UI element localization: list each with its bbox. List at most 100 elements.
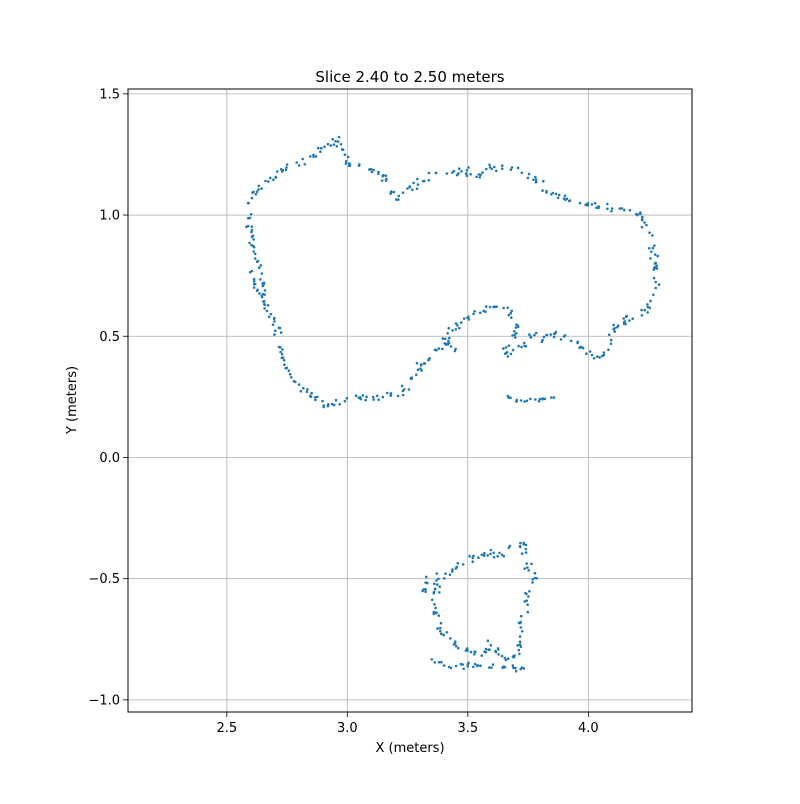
- scatter-point: [493, 165, 496, 169]
- scatter-point: [443, 342, 447, 345]
- scatter-point: [250, 225, 254, 228]
- scatter-point: [465, 174, 469, 178]
- scatter-point: [612, 328, 615, 331]
- scatter-point: [323, 145, 326, 149]
- scatter-point: [423, 179, 426, 183]
- scatter-point: [509, 168, 513, 171]
- scatter-point: [518, 635, 522, 638]
- scatter-point: [590, 353, 594, 357]
- scatter-point: [435, 611, 438, 614]
- scatter-point: [517, 648, 521, 652]
- scatter-point: [516, 325, 520, 329]
- scatter-point: [301, 157, 305, 161]
- scatter-point: [519, 645, 523, 649]
- scatter-point: [484, 647, 488, 651]
- scatter-point: [507, 546, 511, 549]
- scatter-point: [482, 554, 486, 557]
- scatter-point: [525, 599, 528, 602]
- scatter-point: [478, 176, 482, 179]
- scatter-point: [252, 238, 255, 241]
- scatter-point: [653, 253, 657, 256]
- scatter-point: [515, 400, 518, 403]
- scatter-point: [537, 399, 541, 403]
- scatter-point: [524, 543, 528, 547]
- scatter-point: [654, 280, 657, 284]
- scatter-point: [252, 280, 256, 283]
- scatter-point: [326, 142, 330, 146]
- scatter-point: [443, 337, 447, 341]
- scatter-point: [248, 241, 251, 245]
- scatter-point: [319, 150, 322, 153]
- scatter-point: [514, 336, 517, 339]
- y-tick-label: 1.0: [99, 209, 120, 224]
- scatter-point: [412, 181, 415, 185]
- scatter-point: [303, 163, 307, 166]
- scatter-point: [462, 667, 466, 671]
- scatter-point: [469, 650, 473, 654]
- scatter-point: [522, 541, 525, 545]
- scatter-point: [359, 397, 363, 401]
- scatter-point: [495, 169, 498, 173]
- scatter-point: [396, 394, 400, 398]
- scatter-point: [648, 231, 651, 234]
- scatter-point: [432, 592, 436, 595]
- scatter-point: [554, 330, 558, 334]
- scatter-point: [528, 333, 531, 336]
- scatter-point: [246, 201, 250, 205]
- scatter-point: [261, 284, 265, 288]
- scatter-point: [392, 190, 396, 194]
- scatter-point: [264, 179, 267, 183]
- y-axis-label: Y (meters): [65, 366, 80, 435]
- scatter-point: [475, 175, 478, 179]
- scatter-point: [510, 166, 514, 169]
- scatter-point: [332, 143, 336, 146]
- scatter-point: [469, 173, 473, 176]
- scatter-point: [480, 553, 484, 557]
- scatter-point: [564, 198, 567, 201]
- scatter-point: [542, 179, 545, 183]
- scatter-point: [250, 196, 254, 200]
- scatter-point: [364, 398, 368, 402]
- scatter-point: [518, 643, 522, 646]
- scatter-point: [500, 164, 504, 167]
- scatter-point: [280, 170, 284, 173]
- scatter-point: [249, 213, 253, 216]
- scatter-point: [280, 167, 283, 171]
- scatter-point: [592, 357, 596, 360]
- scatter-point: [640, 314, 644, 317]
- scatter-point: [248, 216, 252, 220]
- scatter-point: [612, 323, 615, 327]
- scatter-point: [265, 309, 269, 313]
- scatter-point: [415, 361, 419, 365]
- scatter-point: [563, 334, 567, 337]
- scatter-point: [459, 321, 463, 324]
- scatter-point: [258, 292, 261, 295]
- scatter-point: [403, 388, 406, 391]
- y-tick-label: 0.0: [99, 451, 120, 466]
- scatter-point: [479, 664, 482, 668]
- scatter-point: [651, 234, 654, 237]
- scatter-point: [274, 176, 278, 179]
- scatter-point: [345, 396, 349, 400]
- scatter-point: [516, 644, 519, 647]
- scatter-point: [451, 570, 454, 573]
- scatter-point: [456, 562, 460, 565]
- scatter-point: [471, 560, 475, 563]
- scatter-point: [401, 191, 405, 194]
- scatter-point: [455, 173, 459, 177]
- scatter-point: [420, 369, 423, 372]
- scatter-point: [489, 644, 493, 647]
- scatter-point: [552, 335, 556, 339]
- scatter-point: [650, 250, 653, 254]
- scatter-point: [535, 180, 538, 183]
- scatter-point: [329, 144, 333, 147]
- scatter-point: [437, 347, 441, 350]
- scatter-point: [586, 202, 590, 205]
- scatter-point: [467, 661, 470, 665]
- scatter-point: [440, 660, 443, 664]
- scatter-point: [492, 555, 496, 559]
- scatter-point: [472, 665, 475, 669]
- scatter-point: [439, 621, 443, 625]
- scatter-point: [453, 640, 457, 643]
